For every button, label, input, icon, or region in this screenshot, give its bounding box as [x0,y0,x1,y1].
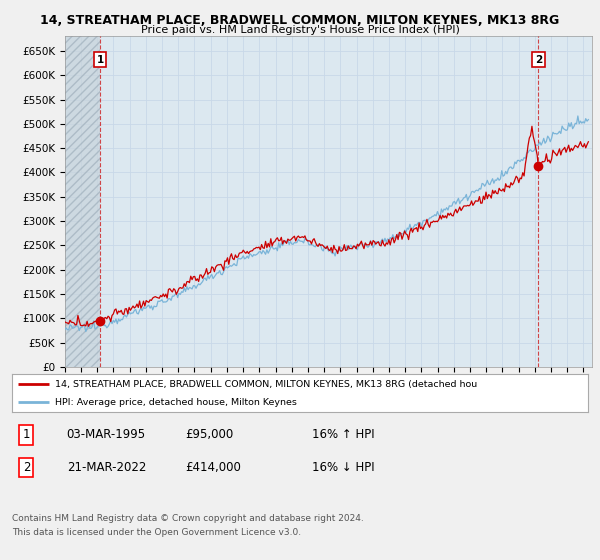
Text: 03-MAR-1995: 03-MAR-1995 [67,428,146,441]
Text: Price paid vs. HM Land Registry's House Price Index (HPI): Price paid vs. HM Land Registry's House … [140,25,460,35]
Text: 1: 1 [23,428,30,441]
Text: £414,000: £414,000 [185,461,241,474]
Text: 16% ↓ HPI: 16% ↓ HPI [311,461,374,474]
Bar [65,36,100,367]
Text: 14, STREATHAM PLACE, BRADWELL COMMON, MILTON KEYNES, MK13 8RG (detached hou: 14, STREATHAM PLACE, BRADWELL COMMON, MI… [55,380,478,389]
Text: HPI: Average price, detached house, Milton Keynes: HPI: Average price, detached house, Milt… [55,398,297,407]
Text: This data is licensed under the Open Government Licence v3.0.: This data is licensed under the Open Gov… [12,528,301,537]
Text: 16% ↑ HPI: 16% ↑ HPI [311,428,374,441]
Text: 1: 1 [97,54,104,64]
Text: 2: 2 [23,461,30,474]
Text: 14, STREATHAM PLACE, BRADWELL COMMON, MILTON KEYNES, MK13 8RG: 14, STREATHAM PLACE, BRADWELL COMMON, MI… [40,14,560,27]
Text: 2: 2 [535,54,542,64]
Text: Contains HM Land Registry data © Crown copyright and database right 2024.: Contains HM Land Registry data © Crown c… [12,514,364,523]
Text: £95,000: £95,000 [185,428,233,441]
Text: 21-MAR-2022: 21-MAR-2022 [67,461,146,474]
